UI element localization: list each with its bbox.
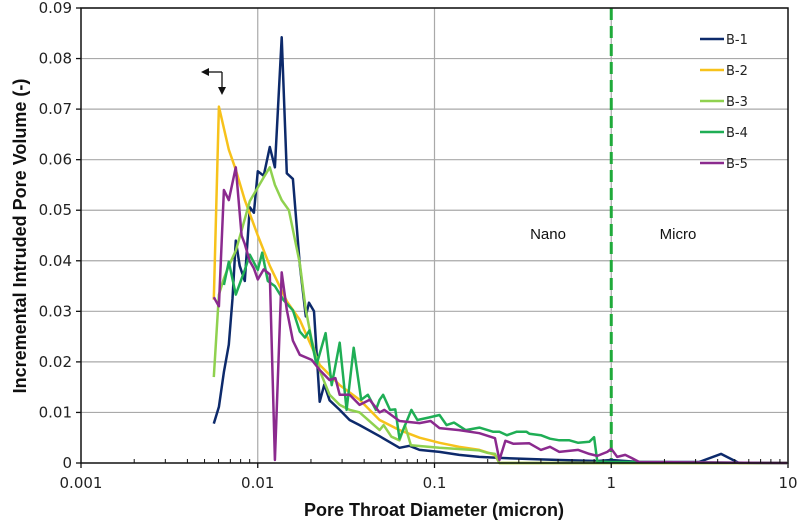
series-b-5: [212, 166, 788, 465]
x-axis-title: Pore Throat Diameter (micron): [304, 500, 564, 520]
series-b-3: [212, 166, 787, 465]
x-tick-label: 0.1: [423, 474, 447, 492]
y-tick-label: 0.08: [39, 50, 72, 68]
y-axis-ticks: 0 0.01 0.02 0.03 0.04 0.05 0.06 0.07 0.08 0.09: [39, 0, 81, 472]
y-tick-label: 0.05: [39, 201, 72, 219]
y-axis-title: Incremental Intruded Pore Volume (-): [10, 79, 30, 394]
y-tick-label: 0.03: [39, 302, 72, 320]
x-tick-label: 1: [606, 474, 616, 492]
x-axis-ticks: 0.001 0.01 0.1 1 10: [60, 459, 798, 492]
legend-item-b1: B-1: [700, 33, 748, 48]
legend-item-b3: B-3: [700, 95, 748, 110]
legend: B-1 B-2 B-3 B-4 B-5: [700, 33, 748, 172]
legend-label-b1: B-1: [726, 33, 748, 48]
direction-arrow-icon: [201, 68, 226, 95]
y-tick-label: 0.06: [39, 151, 72, 169]
x-tick-label: 10: [778, 474, 797, 492]
annotation-micro: Micro: [660, 226, 697, 243]
legend-item-b5: B-5: [700, 157, 748, 172]
legend-item-b2: B-2: [700, 64, 748, 79]
legend-label-b2: B-2: [726, 64, 748, 79]
y-tick-label: 0: [62, 454, 72, 472]
legend-label-b4: B-4: [726, 126, 748, 141]
x-tick-label: 0.01: [241, 474, 274, 492]
legend-label-b3: B-3: [726, 95, 748, 110]
legend-label-b5: B-5: [726, 157, 748, 172]
y-tick-label: 0.02: [39, 353, 72, 371]
y-tick-label: 0.04: [39, 252, 72, 270]
legend-item-b4: B-4: [700, 126, 748, 141]
y-tick-label: 0.07: [39, 100, 72, 118]
data-series: [212, 36, 788, 465]
annotation-nano: Nano: [530, 226, 566, 243]
x-tick-label: 0.001: [60, 474, 103, 492]
y-tick-label: 0.01: [39, 403, 72, 421]
y-tick-label: 0.09: [39, 0, 72, 17]
